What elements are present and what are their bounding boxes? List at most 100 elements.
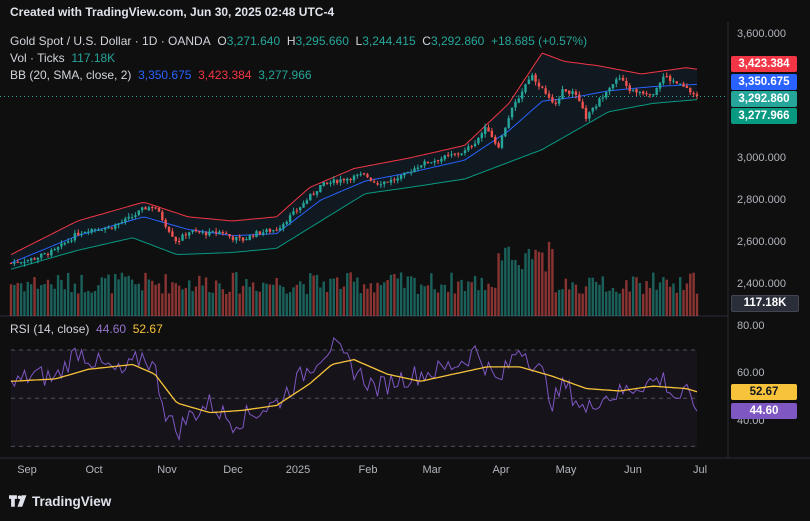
candle-body <box>184 234 188 236</box>
volume-bar <box>672 283 675 316</box>
volume-bar <box>322 281 325 316</box>
volume-bar <box>100 277 103 316</box>
volume-bar <box>504 247 507 316</box>
rsi-ma-value: 52.67 <box>132 322 163 336</box>
volume-bar <box>524 253 527 316</box>
volume-bar <box>46 279 50 316</box>
tradingview-logo[interactable]: TradingView <box>9 494 111 509</box>
candle-body <box>571 91 574 94</box>
open-label: O <box>217 34 227 48</box>
volume-bar <box>531 259 534 316</box>
volume-bar <box>315 274 319 316</box>
volume-bar <box>309 273 312 316</box>
volume-bar <box>117 279 120 316</box>
bb-legend[interactable]: BB (20, SMA, close, 2) 3,350.675 3,423.3… <box>10 68 312 82</box>
volume-bar <box>188 280 191 316</box>
volume-bar <box>245 279 248 316</box>
volume-bar <box>655 289 658 316</box>
volume-legend[interactable]: Vol · Ticks 117.18K <box>10 51 115 65</box>
candle-body <box>248 235 251 240</box>
candle-body <box>272 230 275 232</box>
candle-body <box>77 232 80 236</box>
volume-bar <box>50 284 53 316</box>
volume-bar <box>167 293 171 316</box>
volume-bar <box>675 292 679 316</box>
volume-bar <box>399 272 403 316</box>
volume-bar <box>443 284 446 316</box>
candle-body <box>554 102 557 104</box>
volume-bar <box>352 281 356 316</box>
candle-body <box>453 153 457 155</box>
candle-body <box>406 171 410 173</box>
candle-body <box>40 253 43 258</box>
symbol-title[interactable]: Gold Spot / U.S. Dollar · 1D · OANDA <box>10 34 211 48</box>
candle-body <box>534 74 537 82</box>
candle-body <box>359 174 362 176</box>
volume-bar <box>544 271 547 316</box>
volume-bar <box>517 265 520 316</box>
candle-body <box>329 182 332 184</box>
candle-body <box>241 237 245 241</box>
volume-bar <box>631 276 635 316</box>
volume-bar <box>292 287 295 316</box>
candle-body <box>376 183 379 185</box>
volume-bar <box>56 275 60 316</box>
volume-bar <box>43 284 46 316</box>
candle-body <box>251 235 255 237</box>
change-value: +18.685 (+0.57%) <box>491 34 588 48</box>
volume-bar <box>157 283 161 316</box>
ohlc-legend[interactable]: Gold Spot / U.S. Dollar · 1D · OANDA O3,… <box>10 34 587 48</box>
volume-bar <box>372 292 376 316</box>
volume-bar <box>386 279 389 316</box>
volume-bar <box>110 293 114 316</box>
candle-body <box>457 153 460 155</box>
volume-bar <box>581 293 584 316</box>
candle-body <box>275 229 278 231</box>
volume-bar <box>13 284 16 316</box>
volume-bar <box>685 283 689 316</box>
volume-bars <box>9 241 699 316</box>
candle-body <box>245 239 248 241</box>
time-label-apr: Apr <box>492 464 510 476</box>
volume-bar <box>66 272 70 316</box>
candle-body <box>322 182 325 186</box>
candle-body <box>302 202 305 208</box>
volume-bar <box>114 274 117 316</box>
volume-bar <box>19 283 23 316</box>
candle-body <box>473 143 477 147</box>
rsi-band-fill <box>11 350 697 447</box>
volume-bar <box>356 277 359 316</box>
rsi-badge: 44.60 <box>731 403 797 419</box>
candle-body <box>399 174 403 179</box>
candle-body <box>66 241 70 243</box>
volume-bar <box>601 276 605 316</box>
volume-bar <box>23 291 26 316</box>
open-value: 3,271.640 <box>226 34 281 48</box>
candle-body <box>440 158 443 162</box>
volume-bar <box>551 248 554 316</box>
candle-body <box>598 98 601 107</box>
volume-bar <box>584 286 588 316</box>
volume-bar <box>208 292 211 316</box>
candle-body <box>379 184 383 186</box>
volume-bar <box>255 290 258 316</box>
rsi-legend[interactable]: RSI (14, close) 44.60 52.67 <box>10 322 163 336</box>
volume-bar <box>134 284 137 316</box>
volume-bar <box>641 293 645 316</box>
candle-body <box>73 233 77 241</box>
volume-bar <box>406 276 410 316</box>
candle-body <box>13 262 16 264</box>
volume-bar <box>335 277 339 316</box>
candle-body <box>541 86 544 88</box>
candle-body <box>652 94 655 96</box>
volume-bar <box>534 249 537 316</box>
time-label-sep: Sep <box>17 464 37 476</box>
candle-body <box>695 94 699 96</box>
candle-body <box>477 137 480 144</box>
candle-body <box>238 236 241 238</box>
volume-bar <box>500 260 504 316</box>
candle-body <box>581 101 584 109</box>
volume-bar <box>477 290 480 316</box>
volume-bar <box>594 281 598 316</box>
